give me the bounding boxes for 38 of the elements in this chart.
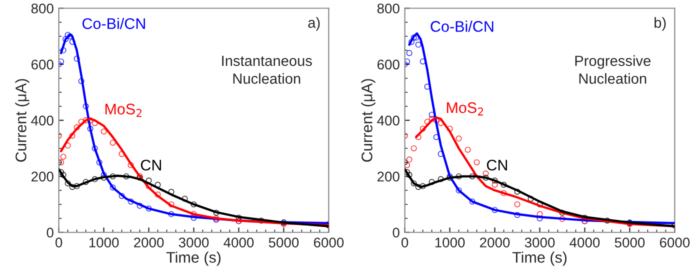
x-tick-label: 6000	[660, 238, 690, 248]
y-tick-label: 0	[46, 228, 54, 238]
y-tick-label: 600	[31, 60, 54, 70]
x-tick-label: 3000	[178, 238, 209, 248]
x-tick-label: 2000	[480, 238, 510, 248]
x-tick-label: 5000	[614, 238, 645, 248]
x-tick-label: 6000	[314, 238, 344, 248]
x-tick-label: 2000	[134, 238, 164, 248]
y-tick-label: 800	[377, 4, 400, 14]
x-tick-label: 5000	[268, 238, 299, 248]
y-axis-title: Current (μA)	[361, 79, 376, 162]
x-tick-label: 1000	[89, 238, 119, 248]
x-tick-label: 0	[56, 238, 62, 248]
annotation: Instantaneous Nucleation	[222, 56, 312, 84]
x-tick-label: 1000	[435, 238, 465, 248]
y-tick-label: 200	[31, 172, 54, 182]
y-axis-title: Current (μA)	[15, 79, 30, 162]
series-label: MoS$_{2}$	[446, 102, 483, 116]
x-tick-label: 3000	[524, 238, 555, 248]
x-axis-title: Time (s)	[512, 252, 567, 266]
series-label: MoS$_{2}$	[105, 104, 142, 117]
annotation: b)	[654, 17, 666, 31]
y-tick-label: 400	[377, 116, 400, 126]
annotation: a)	[308, 17, 320, 31]
series-label: CN	[486, 160, 507, 171]
y-tick-label: 200	[377, 172, 400, 182]
y-tick-label: 800	[31, 4, 54, 14]
y-tick-label: 0	[392, 228, 400, 238]
x-tick-label: 0	[402, 238, 408, 248]
x-tick-label: 4000	[570, 238, 600, 248]
x-tick-label: 4000	[224, 238, 254, 248]
series-label: Co-Bi/CN	[82, 18, 145, 30]
series-label: Co-Bi/CN	[430, 20, 494, 32]
y-tick-label: 400	[31, 116, 54, 126]
y-tick-label: 600	[377, 60, 400, 70]
annotation: Progressive Nucleation	[575, 55, 650, 84]
series-label: CN	[140, 160, 161, 171]
x-axis-title: Time (s)	[166, 252, 221, 266]
